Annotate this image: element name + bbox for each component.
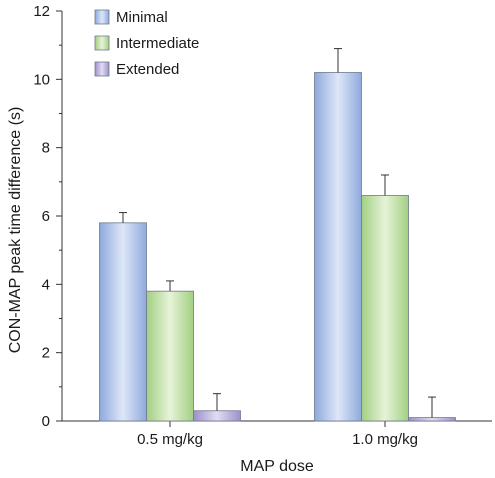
bar-minimal-2	[314, 72, 362, 422]
legend: Minimal Intermediate Extended	[94, 9, 199, 78]
legend-swatch-minimal	[94, 9, 110, 25]
y-tick-label: 2	[42, 345, 50, 362]
y-tick-label: 0	[42, 413, 50, 430]
bar-intermediate-1	[146, 290, 194, 422]
x-axis-title: MAP dose	[240, 458, 314, 475]
legend-label-minimal: Minimal	[116, 9, 168, 26]
legend-swatch-intermediate	[94, 35, 110, 51]
x-tick-label: 1.0 mg/kg	[352, 431, 418, 448]
y-axis: 0 2 4 6 8 10 12	[33, 3, 63, 430]
x-axis: 0.5 mg/kg 1.0 mg/kg	[62, 420, 492, 448]
bars	[99, 72, 456, 422]
bar-minimal-1	[99, 222, 147, 422]
x-tick-label: 0.5 mg/kg	[137, 431, 203, 448]
y-tick-label: 12	[33, 3, 50, 20]
y-tick-label: 6	[42, 208, 50, 225]
bar-extended-1	[193, 410, 241, 422]
error-bars	[119, 48, 436, 418]
legend-swatch-extended	[94, 61, 110, 77]
legend-label-extended: Extended	[116, 61, 179, 78]
bar-intermediate-2	[361, 195, 409, 422]
y-axis-title: CON-MAP peak time difference (s)	[7, 107, 24, 354]
y-tick-label: 10	[33, 71, 50, 88]
y-tick-label: 8	[42, 140, 50, 157]
legend-label-intermediate: Intermediate	[116, 35, 199, 52]
y-tick-label: 4	[42, 276, 50, 293]
bar-extended-2	[408, 417, 456, 422]
